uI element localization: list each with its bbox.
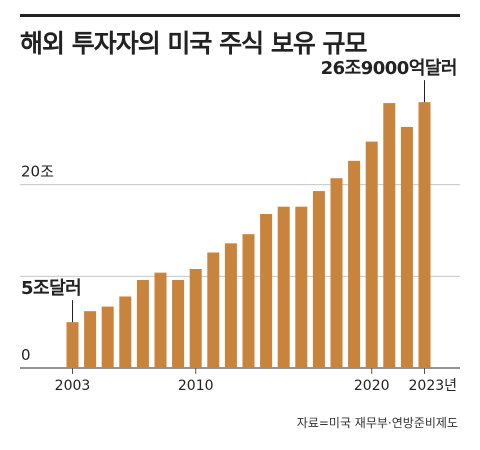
top-rule: [20, 14, 460, 17]
bar-2009: [172, 280, 185, 368]
bar-layer: [66, 102, 431, 369]
bar-2005: [101, 306, 114, 368]
bar-2003: [66, 322, 79, 368]
bar-2015: [277, 206, 290, 368]
bar-2021: [383, 103, 396, 368]
source-note: 자료=미국 재무부·연방준비제도: [296, 416, 458, 430]
bar-2008: [154, 272, 167, 368]
bar-2012: [224, 243, 237, 368]
x-tick-label: 2023년: [409, 378, 458, 394]
bar-2011: [207, 252, 220, 368]
x-tick-label: 2003: [55, 378, 91, 394]
y-tick-label: 20조: [21, 163, 54, 181]
bar-2013: [242, 234, 255, 368]
bar-2014: [260, 214, 273, 368]
y-tick-label: 0: [21, 346, 31, 364]
bar-2006: [119, 296, 132, 368]
bar-2004: [84, 311, 97, 368]
label-layer: 2003 2010 2020 2023년 0 20조 5조달러 26조9000억달러: [21, 58, 458, 394]
bar-2022: [400, 126, 413, 369]
x-tick-label: 2010: [178, 378, 214, 394]
bar-2010: [189, 269, 202, 368]
bar-2016: [295, 206, 308, 368]
bar-2023: [418, 102, 431, 369]
annotation-label: 26조9000억달러: [321, 58, 457, 79]
x-tick-label: 2020: [354, 378, 390, 394]
annotation-label: 5조달러: [21, 278, 81, 299]
chart-title: 해외 투자자의 미국 주식 보유 규모: [20, 29, 368, 58]
bar-2018: [330, 178, 343, 368]
bar-2007: [136, 280, 149, 368]
bar-2017: [312, 191, 325, 368]
bar-2019: [348, 160, 361, 368]
bar-2020: [365, 141, 378, 368]
